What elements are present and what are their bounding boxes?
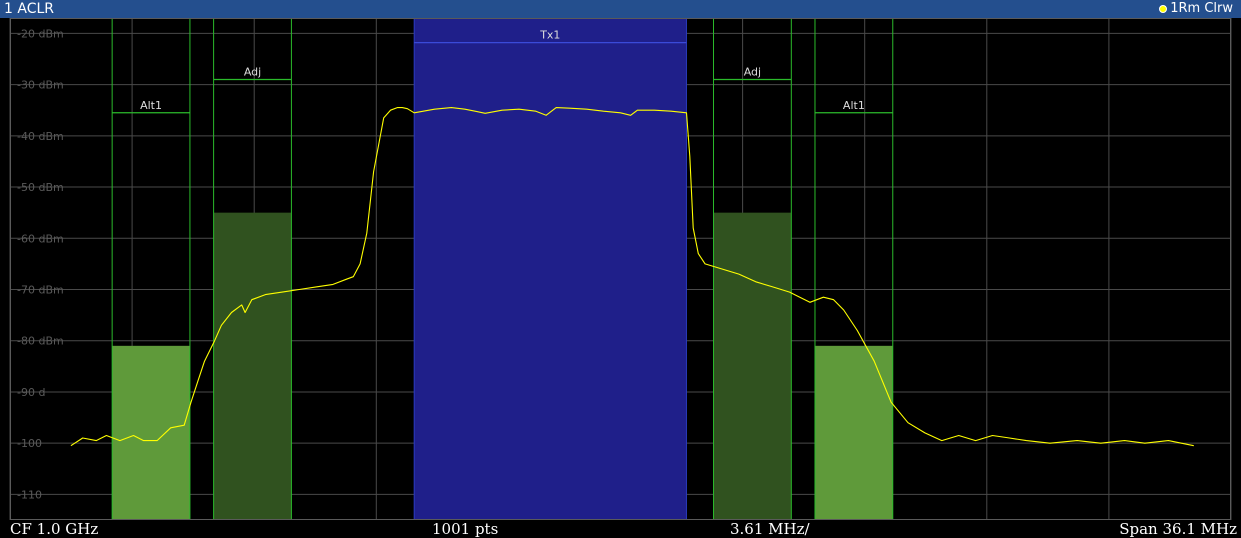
channel-label-alt1: Alt1 — [843, 99, 865, 112]
trace-legend-label: 1Rm Clrw — [1170, 1, 1233, 16]
y-tick-label: -70 dBm — [17, 283, 64, 296]
trace-line-1 — [70, 107, 1194, 447]
channel-power-bar-adj — [213, 212, 292, 520]
channel-label-adj: Adj — [744, 65, 761, 78]
sweep-points-label: 1001 pts — [432, 520, 499, 538]
channel-label-alt1: Alt1 — [140, 99, 162, 112]
window-title-bar: 1 ACLR 1Rm Clrw — [0, 0, 1241, 18]
channel-power-bar-adj — [713, 212, 792, 520]
trace-indicator-icon — [1159, 5, 1168, 13]
center-frequency-label: CF 1.0 GHz — [10, 520, 99, 538]
channel-label-adj: Adj — [244, 65, 261, 78]
y-tick-label: -100 — [17, 437, 42, 450]
window-title: 1 ACLR — [4, 1, 54, 17]
per-division-label: 3.61 MHz/ — [730, 520, 810, 538]
channel-power-bar-alt1 — [814, 345, 893, 520]
y-tick-label: -50 dBm — [17, 181, 64, 194]
status-footer: CF 1.0 GHz 1001 pts 3.61 MHz/ Span 36.1 … — [0, 520, 1241, 538]
span-label: Span 36.1 MHz — [1119, 520, 1237, 538]
y-tick-label: -90 d — [17, 386, 45, 399]
channel-power-bar-alt1 — [112, 345, 190, 520]
plot-frame — [10, 18, 1231, 520]
channel-power-bar-tx1 — [414, 18, 687, 520]
y-tick-label: -40 dBm — [17, 130, 64, 143]
y-tick-label: -20 dBm — [17, 27, 64, 40]
aclr-spectrum-plot[interactable]: Alt1 Adj Tx1 Adj Alt1 -20 dBm -30 dBm -40 dBm -5… — [0, 18, 1241, 520]
y-tick-label: -30 dBm — [17, 79, 64, 92]
trace-legend[interactable]: 1Rm Clrw — [1159, 0, 1233, 18]
channel-label-tx1: Tx1 — [539, 29, 560, 42]
y-tick-label: -60 dBm — [17, 232, 64, 245]
y-tick-label: -110 — [17, 488, 42, 501]
y-tick-label: -80 dBm — [17, 335, 64, 348]
